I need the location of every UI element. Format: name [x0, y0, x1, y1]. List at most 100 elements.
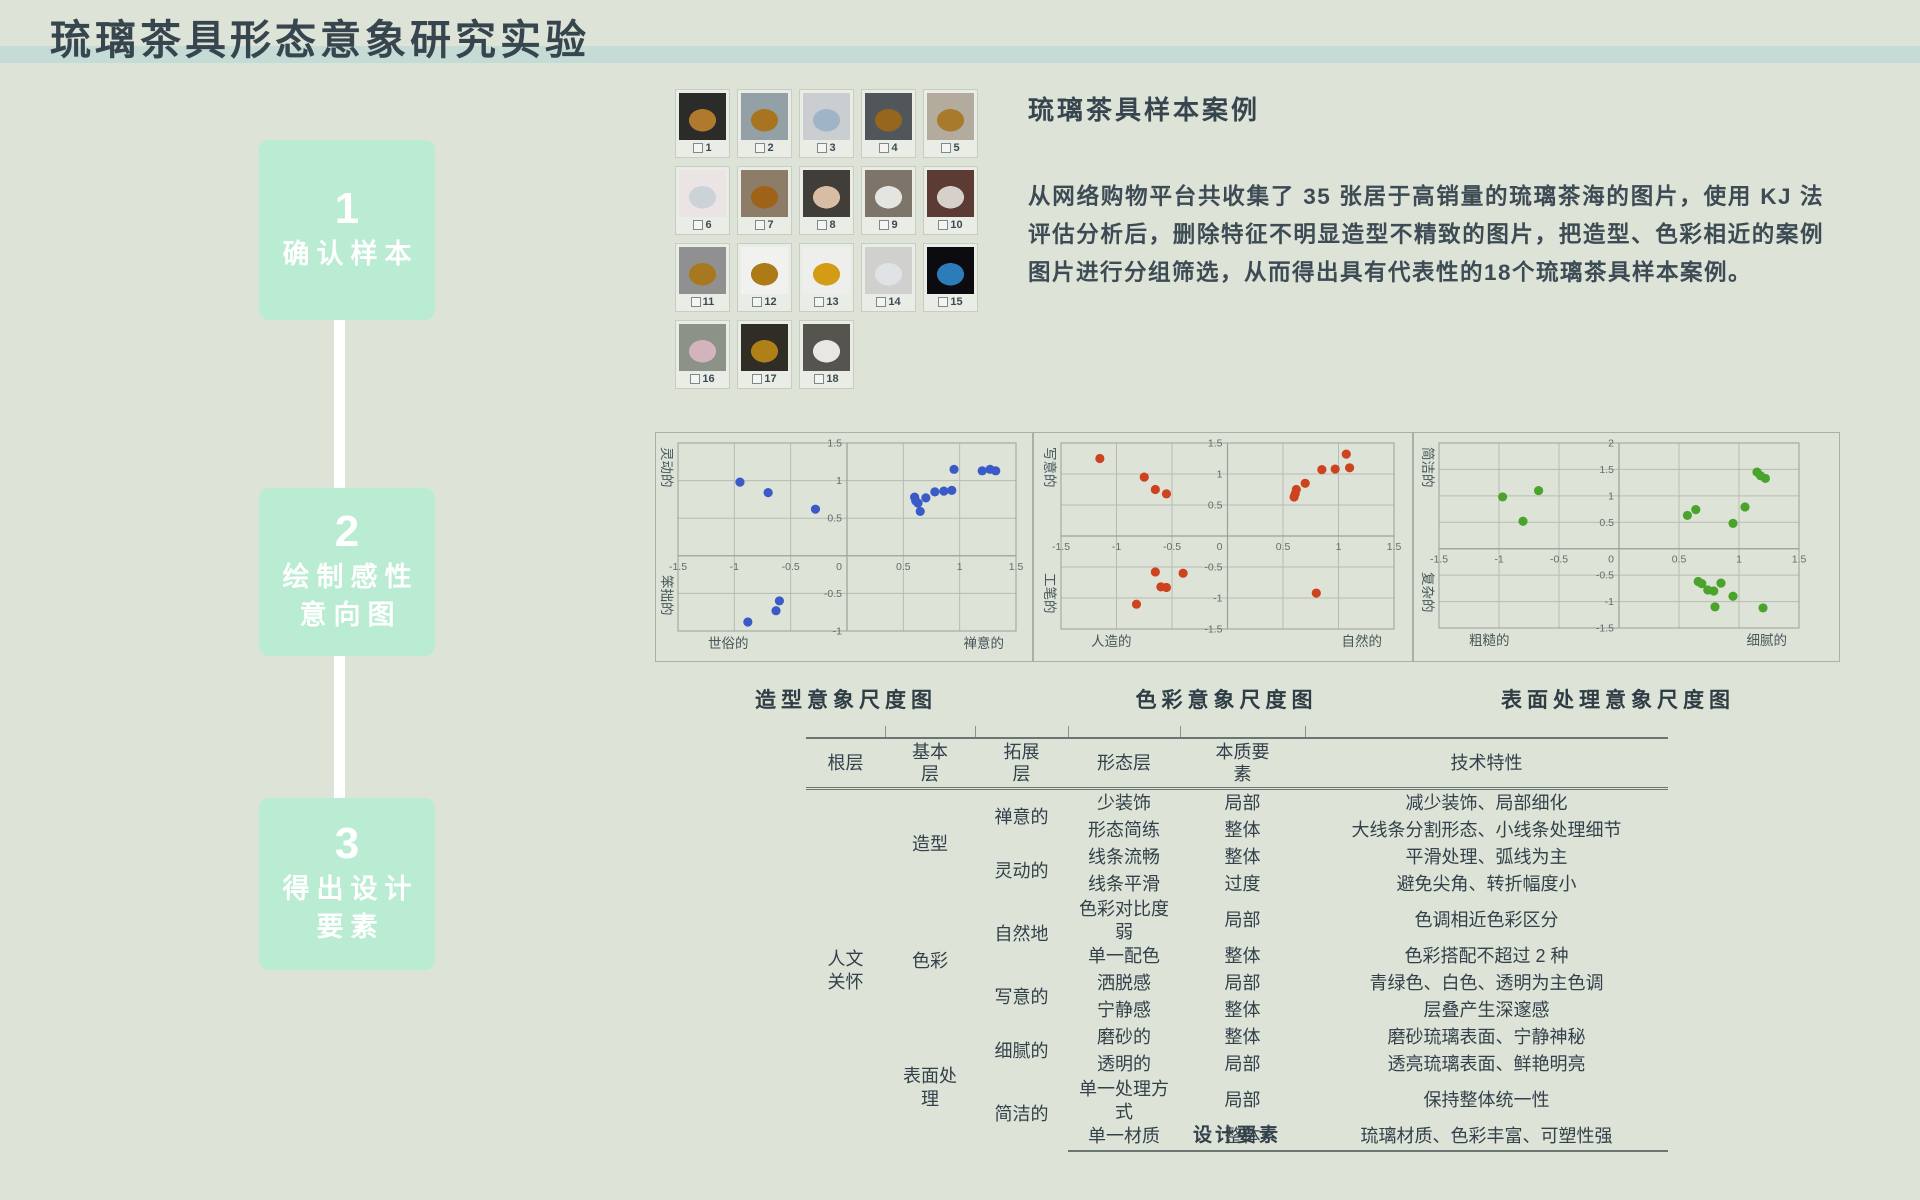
sample-checkbox[interactable] — [814, 374, 825, 384]
table-row: 单一配色 整体 色彩搭配不超过 2 种 — [806, 943, 1668, 970]
data-point — [1161, 582, 1172, 593]
form-layer-cell: 线条平滑 — [1088, 874, 1160, 895]
sample-number: 17 — [764, 373, 777, 385]
essence-cell: 整体 — [1224, 1000, 1261, 1021]
sample-number: 6 — [705, 219, 712, 231]
sample-thumbnail-6: 6 — [675, 166, 730, 235]
axis-tick-label: -1 — [1112, 541, 1121, 553]
extended-layer-cell: 灵动的 — [994, 860, 1049, 881]
design-elements-table: 根层 基本 层拓展 层形态层 本质要 素技术特性 人文 关怀 造型 禅意的 少装饰 局部 减少装… — [806, 737, 1668, 1152]
sample-number: 13 — [826, 296, 839, 308]
sample-number: 1 — [705, 142, 712, 154]
scatter-plot-svg: -1.5 -1 -0.5 0 0.5 1 1.5 -1.5 -1 -0.5 0.5 1 1.5 写意的工笔… — [1042, 438, 1401, 650]
data-point — [735, 477, 745, 487]
sample-checkbox[interactable] — [879, 143, 890, 153]
tech-feature-cell: 保持整体统一性 — [1423, 1090, 1550, 1111]
sample-checkbox[interactable] — [690, 297, 701, 307]
teaware-photo — [679, 324, 726, 371]
teaware-photo — [803, 324, 850, 371]
data-point — [930, 487, 940, 497]
sample-checkbox[interactable] — [938, 220, 949, 230]
sample-checkbox[interactable] — [690, 374, 701, 384]
step-label: 得出设计 要素 — [282, 874, 419, 943]
data-point — [921, 493, 931, 503]
data-point — [1534, 485, 1544, 496]
sample-number: 12 — [764, 296, 777, 308]
data-point — [1518, 516, 1528, 526]
axis-tick-label: 1 — [1336, 541, 1342, 553]
data-point — [1709, 586, 1719, 596]
title-accent-bar — [0, 46, 1920, 63]
chart-panel-1: -1.5 -1 -0.5 0 0.5 1 1.5 -1 -0.5 0.5 1 1.5 灵动的 笨拙的 世俗的… — [655, 432, 1033, 662]
axis-tick-label: 1 — [1608, 490, 1614, 502]
teaware-photo — [927, 93, 974, 140]
data-point — [1498, 492, 1508, 502]
data-point — [810, 504, 821, 514]
step-box-1: 1 确认样本 — [259, 140, 435, 320]
table-row: 简洁的 单一处理方式 局部 保持整体统一性 — [806, 1078, 1668, 1124]
sample-number: 11 — [702, 296, 715, 308]
sample-thumbnail-9: 9 — [861, 166, 916, 235]
sample-checkbox[interactable] — [693, 143, 704, 153]
sample-number: 10 — [950, 219, 963, 231]
data-point — [1691, 505, 1701, 515]
data-point — [1740, 502, 1750, 512]
essence-cell: 局部 — [1224, 910, 1261, 931]
data-point — [1330, 464, 1340, 474]
sample-checkbox[interactable] — [817, 220, 828, 230]
data-point — [949, 464, 959, 474]
data-point — [1150, 484, 1160, 495]
data-point — [1728, 518, 1738, 528]
teaware-photo — [741, 324, 788, 371]
axis-tick-label: 1.5 — [1599, 464, 1614, 476]
data-point — [774, 596, 784, 606]
sample-checkbox[interactable] — [941, 143, 952, 153]
sample-thumbnail-10: 10 — [923, 166, 978, 235]
sample-checkbox[interactable] — [693, 220, 704, 230]
sample-thumbnail-1: 1 — [675, 89, 730, 158]
data-point — [977, 466, 987, 476]
sample-checkbox[interactable] — [879, 220, 890, 230]
tech-feature-cell: 磨砂琉璃表面、宁静神秘 — [1387, 1027, 1586, 1048]
sample-checkbox[interactable] — [817, 143, 828, 153]
teaware-photo — [741, 247, 788, 294]
data-point — [913, 498, 923, 508]
sample-checkbox[interactable] — [752, 374, 763, 384]
sample-checkbox[interactable] — [755, 220, 766, 230]
axis-tick-label: -1.5 — [669, 561, 687, 573]
axis-tick-label: -1 — [730, 561, 739, 573]
axis-tick-label: 0 — [1608, 554, 1614, 566]
sample-checkbox[interactable] — [876, 297, 887, 307]
step-connector-line — [334, 320, 345, 488]
sample-number: 4 — [891, 142, 898, 154]
axis-tick-label: 1 — [957, 561, 963, 573]
chart-panel-2: -1.5 -1 -0.5 0 0.5 1 1.5 -1.5 -1 -0.5 0.5 1 1.5 写意的 工笔… — [1033, 432, 1413, 662]
axis-tick-label: 1.5 — [1009, 561, 1024, 573]
form-layer-cell: 线条流畅 — [1088, 847, 1160, 868]
sample-checkbox[interactable] — [755, 143, 766, 153]
root-layer-cell: 人文 关怀 — [827, 949, 864, 992]
extended-layer-cell: 自然地 — [994, 923, 1049, 944]
sample-checkbox[interactable] — [752, 297, 763, 307]
table-row: 线条平滑 过度 避免尖角、转折幅度小 — [806, 871, 1668, 898]
sample-number: 15 — [950, 296, 963, 308]
tech-feature-cell: 色调相近色彩区分 — [1414, 910, 1559, 931]
teaware-photo — [679, 170, 726, 217]
sample-checkbox[interactable] — [938, 297, 949, 307]
axis-tick-label: 1.5 — [1208, 438, 1223, 450]
sample-thumbnail-18: 18 — [799, 320, 854, 389]
axis-tick-label: -1.5 — [1052, 541, 1070, 553]
axis-corner-label: 灵动的 — [659, 447, 674, 488]
axis-tick-label: 0.5 — [1672, 554, 1687, 566]
data-point — [1760, 473, 1770, 484]
data-point — [1178, 568, 1188, 578]
teaware-photo — [865, 93, 912, 140]
teaware-photo — [803, 170, 850, 217]
sample-checkbox[interactable] — [814, 297, 825, 307]
sample-number: 8 — [829, 219, 836, 231]
step-box-3: 3 得出设计 要素 — [259, 798, 435, 970]
table-header-cell: 形态层 — [1068, 738, 1180, 790]
teaware-photo — [927, 247, 974, 294]
samples-heading: 琉璃茶具样本案例 — [1028, 95, 1261, 125]
essence-cell: 整体 — [1224, 946, 1261, 967]
